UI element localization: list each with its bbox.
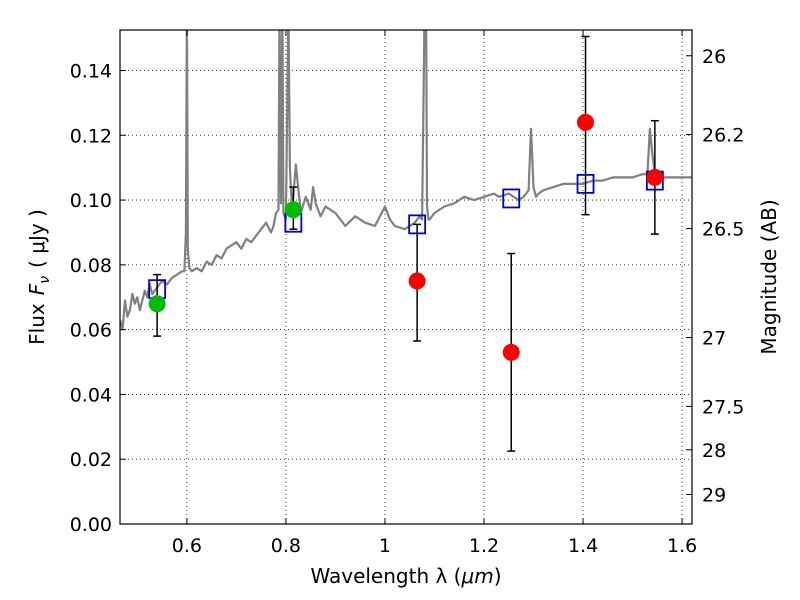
green-data-point	[284, 201, 302, 219]
red-data-point	[646, 168, 664, 186]
y-tick-label: 0.12	[70, 125, 112, 147]
right-axis-label: Magnitude (AB)	[757, 199, 781, 354]
model-point-square	[408, 214, 427, 235]
y-tick-label: 0.10	[70, 190, 112, 212]
y-axis-label: FluxFν( μJy )	[25, 209, 53, 345]
green-data-point	[148, 295, 166, 313]
mag-tick-label: 27.5	[702, 396, 744, 418]
x-tick-label: 1.2	[469, 535, 499, 557]
red-data-point	[408, 272, 426, 290]
y-tick-label: 0.00	[70, 514, 112, 536]
plot-background	[120, 30, 692, 524]
x-axis-label: Wavelength λ (μm)	[310, 564, 501, 588]
red-data-point	[502, 343, 520, 361]
y-tick-label: 0.04	[70, 384, 112, 406]
mag-tick-label: 26.5	[702, 219, 744, 241]
y-tick-label: 0.02	[70, 449, 112, 471]
x-tick-label: 1	[379, 535, 391, 557]
plot-frame	[119, 29, 693, 525]
mag-tick-label: 26.2	[702, 125, 744, 147]
mag-tick-label: 27	[702, 328, 726, 350]
mag-tick-label: 28	[702, 440, 726, 462]
model-spectrum-line	[120, 30, 692, 331]
y-tick-label: 0.08	[70, 255, 112, 277]
y-tick-label: 0.14	[70, 60, 112, 82]
observed-points	[148, 113, 664, 361]
red-data-point	[577, 113, 595, 131]
model-point-square	[576, 173, 595, 194]
grid	[120, 30, 692, 524]
x-tick-label: 1.4	[568, 535, 598, 557]
mag-tick-label: 26	[702, 46, 726, 68]
axis-ticks: 0.6 0.8 1 1.2 1.4 1.6 0.00 0.02 0.04 0.06 0.08 0.10…	[70, 30, 744, 557]
x-tick-label: 1.6	[667, 535, 697, 557]
model-spectrum-series	[120, 30, 692, 331]
mag-tick-label: 29	[702, 484, 726, 506]
x-tick-label: 0.6	[172, 535, 202, 557]
x-tick-label: 0.8	[271, 535, 301, 557]
model-point-square	[502, 188, 521, 209]
y-tick-label: 0.06	[70, 320, 112, 342]
